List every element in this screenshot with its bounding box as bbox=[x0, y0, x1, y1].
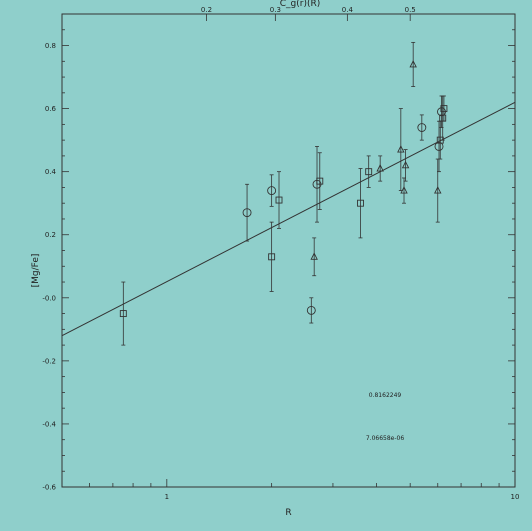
point-triangle bbox=[401, 160, 410, 169]
data-points bbox=[119, 41, 448, 346]
point-circle bbox=[242, 208, 252, 218]
y-tick-label: -0.4 bbox=[42, 420, 56, 428]
y-tick-label: -0.0 bbox=[42, 294, 56, 302]
x-tick-label: 10 bbox=[511, 493, 520, 501]
point-circle bbox=[434, 141, 444, 151]
point-triangle bbox=[376, 164, 384, 172]
point-square bbox=[119, 310, 127, 318]
point-triangle bbox=[310, 252, 318, 260]
y-tick-label: -0.2 bbox=[42, 357, 56, 365]
point-triangle bbox=[400, 186, 408, 194]
point-square bbox=[440, 105, 448, 113]
y-axis-label: [Mg/Fe] bbox=[31, 254, 41, 288]
top-tick-label: 0.4 bbox=[342, 6, 354, 14]
top-tick-label: 0.5 bbox=[405, 6, 416, 14]
point-triangle bbox=[409, 59, 417, 68]
point-triangle bbox=[434, 186, 442, 194]
x-axis-label: R bbox=[285, 508, 291, 518]
point-circle bbox=[267, 186, 277, 196]
point-square bbox=[268, 253, 276, 261]
fit-line bbox=[61, 101, 516, 337]
tick-labels: -0.6 -0.4 -0.2 -0.0 0.2 0.4 0.6 0.8 1 10 0.2 0.3 0.4… bbox=[42, 6, 519, 501]
top-tick-label: 0.3 bbox=[270, 6, 281, 14]
y-tick-label: 0.8 bbox=[45, 42, 56, 50]
point-triangle bbox=[397, 145, 405, 153]
point-square bbox=[275, 196, 283, 204]
point-square bbox=[357, 199, 364, 207]
x-tick-label: 1 bbox=[165, 493, 169, 501]
point-circle bbox=[417, 123, 427, 132]
plot-frame bbox=[61, 13, 516, 488]
top-tick-label: 0.2 bbox=[201, 6, 212, 14]
top-axis-label: C_g(r)(R) bbox=[280, 0, 321, 9]
y-tick-label: -0.6 bbox=[42, 484, 56, 492]
y-tick-label: 0.2 bbox=[45, 231, 56, 239]
y-tick-label: 0.4 bbox=[45, 168, 57, 176]
point-circle bbox=[306, 305, 316, 315]
fit-line-group bbox=[61, 101, 516, 337]
annotation-correlation: 0.8162249 bbox=[369, 392, 402, 399]
y-tick-label: 0.6 bbox=[45, 105, 57, 113]
point-square bbox=[365, 168, 373, 176]
point-square bbox=[316, 177, 324, 185]
annotation-probability: 7.06658e-06 bbox=[366, 435, 404, 442]
tick-marks bbox=[61, 13, 516, 488]
